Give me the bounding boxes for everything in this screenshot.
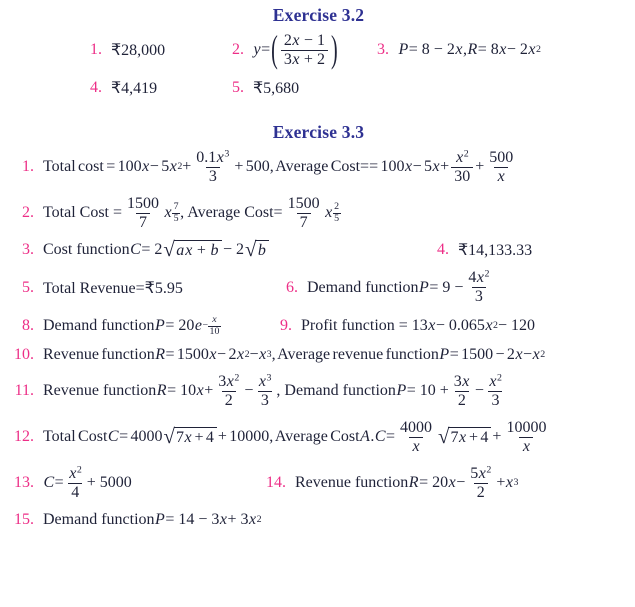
answer-item-3-2-5: 5. ₹5,680	[232, 78, 377, 98]
exercise-3-3-row-4: 5. Total Revenue=₹5.95 6. Demand functio…	[6, 269, 631, 306]
item-answer: ₹14,133.33	[458, 242, 533, 260]
item-number: 11.	[14, 382, 34, 400]
item-number: 9.	[280, 317, 292, 335]
exercise-3-3-row-2: 2. Total Cost = 1500 7 x 7 5 , Average Cost=…	[6, 195, 631, 232]
item-answer: Profit function = 13 x − 0.065 x 2 − 120	[301, 317, 536, 335]
item-number: 1.	[22, 158, 34, 176]
item-answer: Revenue function R = 10 x + 3x2 2 − x3 3 , …	[43, 372, 503, 409]
answer-key-page: Exercise 3.2 1. ₹28,000 2. y = (2x − 1 3x…	[6, 5, 631, 529]
answer-item-3-3-2: 2. Total Cost = 1500 7 x 7 5 , Average Cost=…	[6, 195, 341, 232]
item-number: 3.	[22, 241, 34, 259]
item-number: 14.	[266, 474, 286, 492]
item-answer: ₹4,419	[111, 79, 158, 97]
answer-item-3-3-13: 13. C = x2 4 + 5000	[6, 465, 258, 502]
item-answer: Demand function P = 20 e − x 10	[43, 314, 221, 337]
exercise-3-2-title: Exercise 3.2	[272, 5, 365, 25]
answer-item-3-2-4: 4. ₹4,419	[90, 78, 232, 98]
exercise-3-2-row-2: 4. ₹4,419 5. ₹5,680	[6, 78, 631, 98]
item-number: 10.	[14, 346, 34, 364]
item-answer: C = x2 4 + 5000	[43, 464, 132, 501]
exercise-3-3-row-9: 13. C = x2 4 + 5000 14. Revenue function …	[6, 465, 631, 502]
item-answer: Total Cost C = 4000 √ 7x + 4 + 10000, Aver…	[43, 418, 547, 455]
item-number: 3.	[377, 41, 389, 59]
exercise-3-3-row-3: 3. Cost function C = 2 √ ax + b − 2 √ b 4. ₹…	[6, 239, 631, 260]
answer-item-3-2-2: 2. y = (2x − 1 3x + 2)	[232, 29, 377, 72]
answer-item-3-3-12: 12. Total Cost C = 4000 √ 7x + 4 + 10000, …	[6, 419, 551, 456]
answer-item-3-3-4: 4. ₹14,133.33	[421, 240, 532, 260]
answer-item-3-3-9: 9. Profit function = 13 x − 0.065 x 2 − 120	[264, 317, 535, 335]
item-answer: Demand function P = 9 − 4x2 3	[307, 268, 490, 306]
item-number: 4.	[90, 78, 102, 96]
answer-item-3-3-6: 6. Demand function P = 9 − 4x2 3	[270, 269, 494, 306]
item-answer: Cost function C = 2 √ ax + b − 2 √ b	[43, 239, 270, 260]
item-number: 2.	[22, 204, 34, 222]
item-answer: ₹5,680	[253, 79, 300, 97]
item-answer: Total Cost = 1500 7 x 7 5 , Average Cost= 15…	[43, 194, 341, 231]
exercise-3-2-section: Exercise 3.2 1. ₹28,000 2. y = (2x − 1 3x…	[6, 5, 631, 98]
item-number: 1.	[90, 41, 102, 59]
item-answer: Total Revenue=₹5.95	[43, 279, 183, 297]
item-answer: ₹28,000	[111, 42, 166, 60]
item-number: 8.	[22, 317, 34, 335]
item-number: 4.	[437, 241, 449, 259]
item-number: 2.	[232, 41, 244, 59]
item-number: 12.	[14, 428, 34, 446]
item-number: 13.	[14, 474, 34, 492]
exercise-3-3-row-8: 12. Total Cost C = 4000 √ 7x + 4 + 10000, …	[6, 419, 631, 456]
exercise-3-3-title: Exercise 3.3	[272, 121, 365, 142]
item-number: 5.	[22, 278, 34, 296]
answer-item-3-3-3: 3. Cost function C = 2 √ ax + b − 2 √ b	[6, 239, 421, 260]
exercise-3-3-row-5: 8. Demand function P = 20 e − x 10 9. Profit…	[6, 315, 631, 337]
item-number: 15.	[14, 510, 34, 528]
answer-item-3-3-11: 11. Revenue function R = 10 x + 3x2 2 − x3…	[6, 373, 507, 410]
answer-item-3-2-1: 1. ₹28,000	[90, 40, 232, 60]
answer-item-3-3-8: 8. Demand function P = 20 e − x 10	[6, 315, 264, 337]
exercise-3-3-row-7: 11. Revenue function R = 10 x + 3x2 2 − x3…	[6, 373, 631, 410]
exercise-3-2-row-1: 1. ₹28,000 2. y = (2x − 1 3x + 2) 3. P = …	[6, 29, 631, 72]
item-number: 5.	[232, 78, 244, 96]
item-number: 6.	[286, 278, 298, 296]
item-answer: y = (2x − 1 3x + 2)	[253, 29, 338, 72]
answer-item-3-3-5: 5. Total Revenue=₹5.95	[6, 278, 270, 298]
